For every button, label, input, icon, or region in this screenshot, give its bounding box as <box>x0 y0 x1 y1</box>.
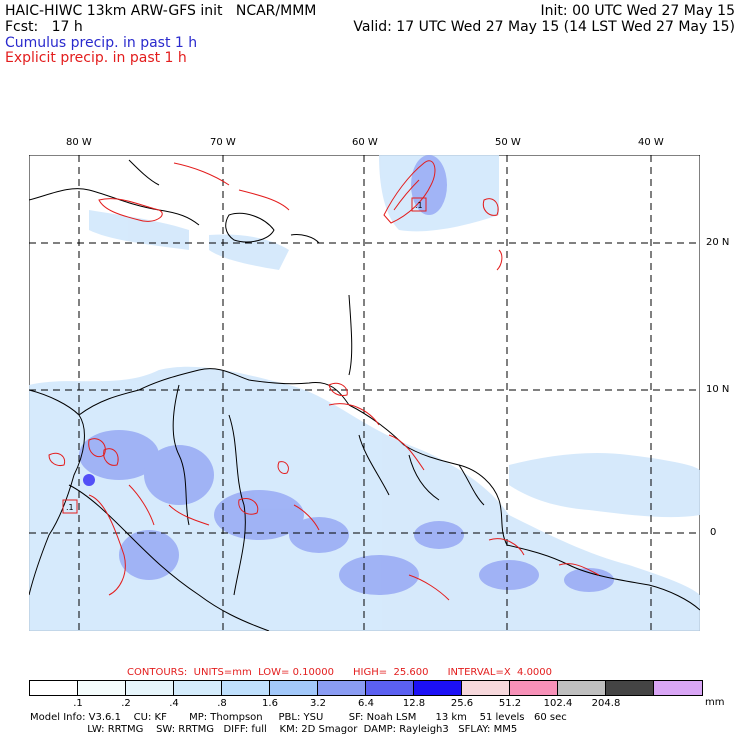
box-label-1: .1 <box>415 201 423 210</box>
colorbar-swatch <box>366 681 414 695</box>
colorbar-swatch <box>30 681 78 695</box>
colorbar-swatch <box>606 681 654 695</box>
lat-lon-grid <box>29 155 700 631</box>
lon-label-50w: 50 W <box>495 137 521 148</box>
colorbar-tick-label: 51.2 <box>498 698 522 709</box>
valid-time: Valid: 17 UTC Wed 27 May 15 (14 LST Wed … <box>353 19 735 35</box>
colorbar-tick-label: 6.4 <box>358 698 374 709</box>
colorbar-swatch <box>222 681 270 695</box>
lon-label-70w: 70 W <box>210 137 236 148</box>
colorbar <box>29 680 703 696</box>
plot-title: HAIC-HIWC 13km ARW-GFS init NCAR/MMM <box>5 3 317 19</box>
colorbar-tick-label: .2 <box>121 698 131 709</box>
colorbar-tick-label: 25.6 <box>450 698 474 709</box>
model-info-line2: LW: RRTMG SW: RRTMG DIFF: full KM: 2D Sm… <box>30 724 518 735</box>
contour-info: CONTOURS: UNITS=mm LOW= 0.10000 HIGH= 25… <box>127 667 553 678</box>
colorbar-swatch <box>462 681 510 695</box>
explicit-legend: Explicit precip. in past 1 h <box>5 50 187 66</box>
cumulus-precip-moderate <box>79 155 614 595</box>
colorbar-swatch <box>174 681 222 695</box>
colorbar-swatch <box>78 681 126 695</box>
lat-label-10n: 10 N <box>706 384 730 395</box>
colorbar-swatch <box>510 681 558 695</box>
contour-box-labels: .1 .1 <box>62 197 427 514</box>
colorbar-swatch <box>318 681 366 695</box>
colorbar-tick-label: 1.6 <box>262 698 278 709</box>
init-time: Init: 00 UTC Wed 27 May 15 <box>540 3 735 19</box>
colorbar-tick-label: 204.8 <box>591 698 621 709</box>
colorbar-swatch <box>654 681 702 695</box>
colorbar-tick-label: .1 <box>73 698 83 709</box>
box-label-2: .1 <box>66 503 74 512</box>
lat-label-0: 0 <box>710 527 717 538</box>
colorbar-swatch <box>126 681 174 695</box>
lon-label-80w: 80 W <box>66 137 92 148</box>
colorbar-tick-label: 12.8 <box>402 698 426 709</box>
colorbar-tick-label: .4 <box>169 698 179 709</box>
colorbar-tick-label: 102.4 <box>543 698 573 709</box>
colorbar-swatch <box>558 681 606 695</box>
forecast-hour: Fcst: 17 h <box>5 19 83 35</box>
colorbar-units: mm <box>705 697 725 708</box>
lon-label-60w: 60 W <box>352 137 378 148</box>
cumulus-legend: Cumulus precip. in past 1 h <box>5 35 198 51</box>
colorbar-swatch <box>270 681 318 695</box>
lat-label-20n: 20 N <box>706 237 730 248</box>
colorbar-tick-label: .8 <box>217 698 227 709</box>
lon-label-40w: 40 W <box>638 137 664 148</box>
colorbar-tick-label: 3.2 <box>310 698 326 709</box>
model-info-line1: Model Info: V3.6.1 CU: KF MP: Thompson P… <box>30 712 567 723</box>
precip-map: .1 .1 <box>29 155 700 631</box>
colorbar-swatch <box>414 681 462 695</box>
